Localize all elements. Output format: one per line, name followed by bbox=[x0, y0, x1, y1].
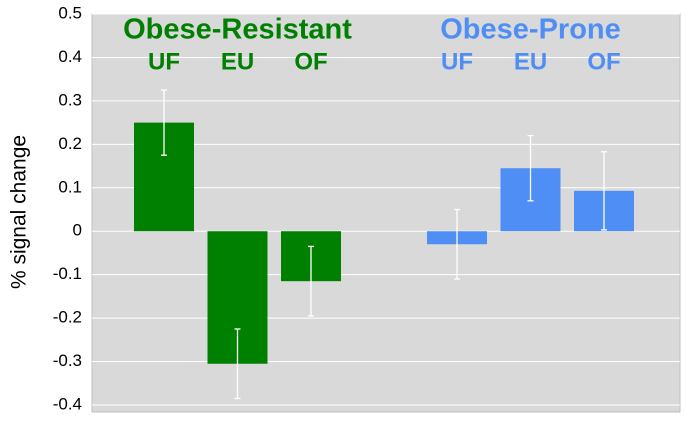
error-bar bbox=[234, 328, 241, 400]
y-axis-label: % signal change bbox=[8, 135, 31, 289]
y-tick-label: -0.3 bbox=[53, 351, 82, 370]
category-label: OF bbox=[294, 48, 327, 75]
category-label: EU bbox=[514, 48, 547, 75]
error-bar bbox=[454, 208, 460, 280]
category-label: UF bbox=[441, 48, 473, 75]
group-title: Obese-Resistant bbox=[123, 14, 352, 46]
y-tick-label: 0 bbox=[73, 221, 82, 240]
category-label: UF bbox=[148, 48, 180, 75]
group-title: Obese-Prone bbox=[440, 14, 621, 46]
category-label: EU bbox=[221, 48, 254, 75]
y-tick-label: 0.5 bbox=[58, 3, 82, 22]
y-tick-label: -0.4 bbox=[53, 394, 82, 413]
y-tick-label: 0.4 bbox=[58, 47, 82, 66]
error-bar bbox=[161, 89, 167, 156]
category-label: OF bbox=[587, 48, 620, 75]
error-bar bbox=[308, 245, 314, 317]
y-tick-label: 0.2 bbox=[58, 134, 82, 153]
error-bar bbox=[601, 151, 607, 231]
y-tick-label: 0.3 bbox=[58, 90, 82, 109]
y-tick-label: -0.1 bbox=[53, 264, 82, 283]
error-bar bbox=[527, 134, 534, 202]
y-tick-label: 0.1 bbox=[58, 177, 82, 196]
y-tick-label: -0.2 bbox=[53, 308, 82, 327]
